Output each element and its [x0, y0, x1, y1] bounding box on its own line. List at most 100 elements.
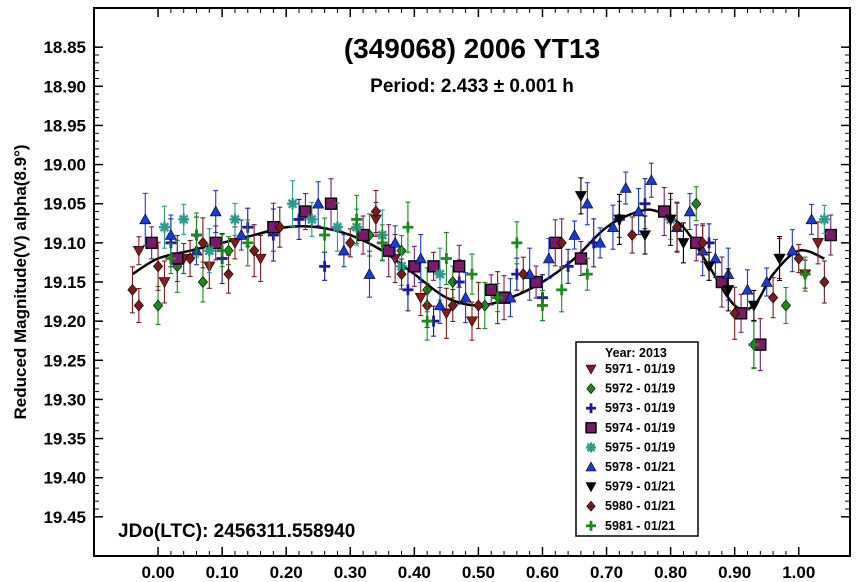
data-point [152, 260, 164, 273]
y-tick-label: 19.35 [43, 430, 86, 449]
data-point [645, 174, 658, 185]
data-point [658, 205, 671, 218]
data-point [127, 283, 138, 296]
data-point [421, 315, 433, 327]
data-point [632, 205, 645, 217]
legend-marker [585, 364, 597, 375]
data-point [228, 238, 241, 249]
legend-marker [586, 442, 596, 453]
data-point [408, 260, 421, 273]
legend-label: 5975 - 01/19 [605, 440, 675, 454]
data-point [542, 252, 555, 264]
legend-marker [586, 383, 596, 395]
data-point [351, 213, 363, 225]
y-tick-label: 19.20 [43, 312, 86, 331]
data-point [402, 221, 414, 233]
data-point [132, 245, 145, 257]
data-point [293, 213, 305, 225]
y-tick-label: 19.15 [43, 273, 86, 292]
data-point [722, 285, 735, 296]
data-point [370, 205, 381, 218]
data-point [691, 197, 702, 210]
data-point [638, 230, 651, 242]
data-point [492, 292, 504, 304]
data-point [145, 236, 158, 250]
data-point [235, 228, 248, 240]
data-point [703, 261, 716, 273]
data-point [529, 275, 543, 289]
data-point [581, 197, 594, 209]
data-point [209, 205, 222, 217]
data-point [805, 213, 818, 225]
data-point [389, 236, 402, 248]
chart-subtitle: Period: 2.433 ± 0.001 h [370, 76, 574, 97]
x-tick-label: 0.40 [398, 563, 431, 582]
data-point [209, 236, 222, 250]
data-point [697, 236, 708, 249]
legend-marker [586, 500, 596, 512]
data-point [768, 291, 779, 304]
legend: Year: 2013 5971 - 01/19 5972 - 01/19 5973 … [575, 341, 699, 537]
data-point [664, 214, 677, 226]
y-tick-label: 19.45 [43, 508, 86, 527]
data-point [203, 245, 215, 257]
data-point [683, 205, 696, 217]
data-point [729, 307, 740, 320]
data-point [818, 213, 830, 225]
legend-label: 5979 - 01/21 [605, 480, 675, 494]
data-point [440, 308, 453, 320]
y-tick-label: 18.85 [43, 38, 86, 57]
data-point [197, 276, 208, 288]
data-point [223, 268, 234, 281]
data-point [574, 252, 588, 265]
data-point [133, 299, 144, 312]
data-point [414, 292, 427, 304]
data-point [185, 252, 196, 265]
x-axis-ticks: 0.00 0.10 0.20 0.30 0.40 0.50 0.60 0.70 0.80 0.90… [142, 8, 815, 582]
x-tick-label: 0.00 [142, 563, 175, 582]
x-tick-label: 0.80 [654, 563, 687, 582]
data-point [433, 299, 446, 311]
data-point [518, 268, 529, 281]
data-point [331, 221, 343, 233]
data-point [312, 197, 325, 209]
data-point [639, 198, 651, 210]
legend-items: 5971 - 01/19 5972 - 01/19 5973 - 01/19 5974… [585, 362, 675, 533]
data-point [299, 205, 312, 218]
data-point [382, 244, 395, 257]
data-point [229, 213, 241, 225]
data-point [274, 221, 285, 234]
data-points-layer [127, 162, 837, 372]
data-point [677, 238, 690, 249]
data-point [773, 253, 786, 265]
data-point [485, 283, 498, 297]
y-tick-label: 19.05 [43, 195, 86, 214]
data-point [671, 221, 683, 234]
y-axis-label: Reduced Magnitude(V) alpha(8.9°) [11, 144, 30, 419]
data-point [715, 275, 729, 289]
y-tick-label: 19.30 [43, 390, 86, 409]
data-point [447, 276, 458, 288]
legend-marker [585, 482, 597, 493]
data-point [139, 213, 152, 225]
legend-label: 5972 - 01/19 [605, 382, 675, 396]
y-tick-label: 18.90 [43, 77, 86, 96]
data-point [799, 268, 811, 280]
data-point [242, 237, 254, 249]
data-point [459, 291, 472, 303]
data-point [440, 253, 452, 265]
data-point [319, 260, 331, 272]
data-point [324, 197, 338, 210]
y-tick-label: 19.40 [43, 469, 86, 488]
data-point [306, 213, 318, 225]
legend-label: 5980 - 01/21 [605, 499, 675, 513]
data-point [793, 252, 804, 265]
legend-marker [585, 422, 597, 434]
data-point [414, 252, 427, 264]
legend-box [575, 341, 699, 537]
data-point [824, 228, 837, 242]
data-point [197, 236, 208, 249]
data-point [249, 244, 260, 257]
data-point [434, 268, 446, 280]
